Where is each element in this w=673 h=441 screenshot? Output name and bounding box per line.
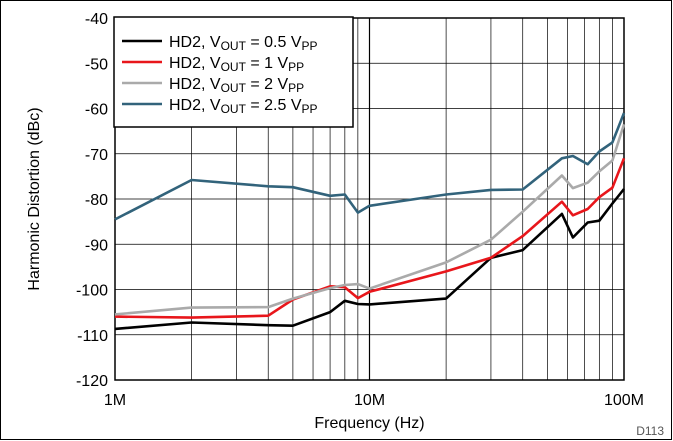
legend-box xyxy=(113,16,354,128)
y-tick-label: -60 xyxy=(85,102,108,119)
series-line-3 xyxy=(114,123,626,316)
plot-area xyxy=(114,17,625,381)
legend-entry: HD2, VOUT = 2 VPP xyxy=(169,76,304,95)
figure-code: D113 xyxy=(636,424,664,438)
y-tick-label: -120 xyxy=(76,373,108,390)
y-tick-label: -100 xyxy=(76,283,108,300)
x-axis-title: Frequency (Hz) xyxy=(314,415,424,432)
series-layer xyxy=(114,112,626,331)
x-tick-label: 1M xyxy=(104,392,126,409)
y-tick-label: -70 xyxy=(85,147,108,164)
y-axis-title: Harmonic Distortion (dBc) xyxy=(26,107,43,290)
series-line-2 xyxy=(114,157,626,319)
legend-entry: HD2, VOUT = 0.5 VPP xyxy=(169,34,318,53)
y-tick-label: -50 xyxy=(85,56,108,73)
x-tick-label: 10M xyxy=(354,392,385,409)
series-line-1 xyxy=(114,188,626,331)
tick-labels: -40 -50 -60 -70 -80 -90 -100 -110 -120 1M 10M 100M xyxy=(76,11,644,409)
legend-entry: HD2, VOUT = 2.5 VPP xyxy=(169,97,318,116)
grid xyxy=(115,18,624,380)
legend-entry: HD2, VOUT = 1 VPP xyxy=(169,55,304,74)
y-tick-label: -40 xyxy=(85,11,108,28)
x-tick-label: 100M xyxy=(604,392,644,409)
y-tick-label: -90 xyxy=(85,237,108,254)
legend: HD2, VOUT = 0.5 VPP HD2, VOUT = 1 VPP HD2,… xyxy=(113,16,354,128)
y-tick-label: -110 xyxy=(77,328,108,345)
y-tick-label: -80 xyxy=(85,192,108,209)
series-line-4 xyxy=(114,112,626,221)
